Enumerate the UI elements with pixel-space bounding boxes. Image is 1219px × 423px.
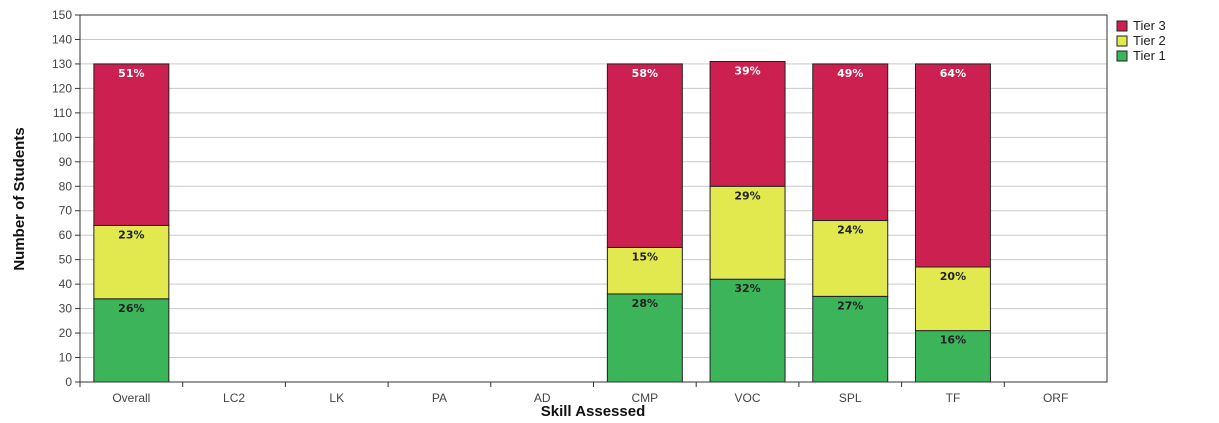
bar-segment-tier-2 (606, 246, 683, 295)
data-label: 27% (837, 299, 863, 312)
x-tick-label: LK (329, 391, 344, 405)
y-axis: 0 10 20 30 40 50 60 70 80 90 100 110 120 130 140 150 (52, 8, 80, 389)
y-tick-label: 70 (59, 204, 73, 218)
x-tick-label: TF (946, 391, 961, 405)
x-tick-label: PA (432, 391, 447, 405)
data-label: 28% (632, 297, 658, 310)
data-label: 15% (632, 250, 658, 263)
legend-swatch (1116, 35, 1128, 47)
data-labels: 26% 23% 51% 28% 15% 58% 32% 29% 39% 27% 24% 49% 16% 2… (118, 64, 966, 346)
bar-segment-tier-3 (709, 60, 786, 187)
bar-segment-tier-3 (914, 63, 991, 268)
data-label: 23% (118, 228, 144, 241)
legend-label: Tier 2 (1133, 33, 1166, 48)
bar-segment-tier-2 (812, 220, 889, 297)
y-tick-label: 40 (59, 277, 73, 291)
legend-label: Tier 1 (1133, 48, 1166, 63)
y-tick-label: 120 (52, 81, 72, 95)
y-tick-label: 10 (59, 351, 73, 365)
bar-segment-tier-3 (93, 63, 170, 226)
bar-segment-tier-1 (606, 293, 683, 383)
y-tick-label: 60 (59, 228, 73, 242)
bar-segment-tier-2 (914, 266, 991, 332)
bars (93, 60, 991, 383)
data-label: 58% (632, 67, 658, 80)
bar-segment-tier-1 (812, 295, 889, 383)
data-label: 64% (940, 67, 966, 80)
y-tick-label: 20 (59, 326, 73, 340)
data-label: 24% (837, 224, 863, 237)
y-tick-label: 130 (52, 57, 72, 71)
bar-segment-tier-1 (93, 298, 170, 383)
x-axis: Overall LC2 LK PA AD CMP VOC SPL TF ORF (79, 382, 1068, 405)
y-tick-label: 90 (59, 155, 73, 169)
legend-label: Tier 3 (1133, 18, 1166, 33)
bar-segment-tier-2 (709, 185, 786, 280)
data-label: 29% (734, 189, 760, 202)
bar-segment-tier-1 (709, 278, 786, 383)
data-label: 26% (118, 302, 144, 315)
x-tick-label: ORF (1043, 391, 1068, 405)
y-tick-label: 110 (53, 106, 72, 120)
legend-swatch (1116, 50, 1128, 62)
data-label: 49% (837, 67, 863, 80)
bar-segment-tier-3 (812, 63, 889, 222)
data-label: 39% (734, 64, 760, 77)
bar-segment-tier-3 (606, 63, 683, 248)
y-tick-label: 100 (52, 130, 72, 144)
y-tick-label: 150 (52, 8, 72, 22)
x-tick-label: SPL (839, 391, 862, 405)
y-axis-title: Number of Students (11, 127, 28, 270)
bar-segment-tier-2 (93, 224, 170, 300)
bar-segment-tier-1 (914, 330, 991, 383)
y-tick-label: 0 (65, 375, 72, 389)
y-tick-label: 50 (59, 253, 73, 267)
x-tick-label: AD (534, 391, 551, 405)
y-tick-label: 80 (59, 179, 73, 193)
x-tick-label: LC2 (223, 391, 245, 405)
data-label: 51% (118, 67, 144, 80)
data-label: 32% (734, 282, 760, 295)
legend-swatch (1116, 20, 1128, 32)
x-tick-label: VOC (735, 391, 761, 405)
data-label: 20% (940, 270, 966, 283)
y-tick-label: 30 (59, 302, 73, 316)
x-tick-label: Overall (112, 391, 150, 405)
data-label: 16% (940, 334, 966, 347)
x-tick-label: CMP (632, 391, 659, 405)
x-axis-title: Skill Assessed (541, 403, 646, 420)
y-tick-label: 140 (52, 32, 72, 46)
